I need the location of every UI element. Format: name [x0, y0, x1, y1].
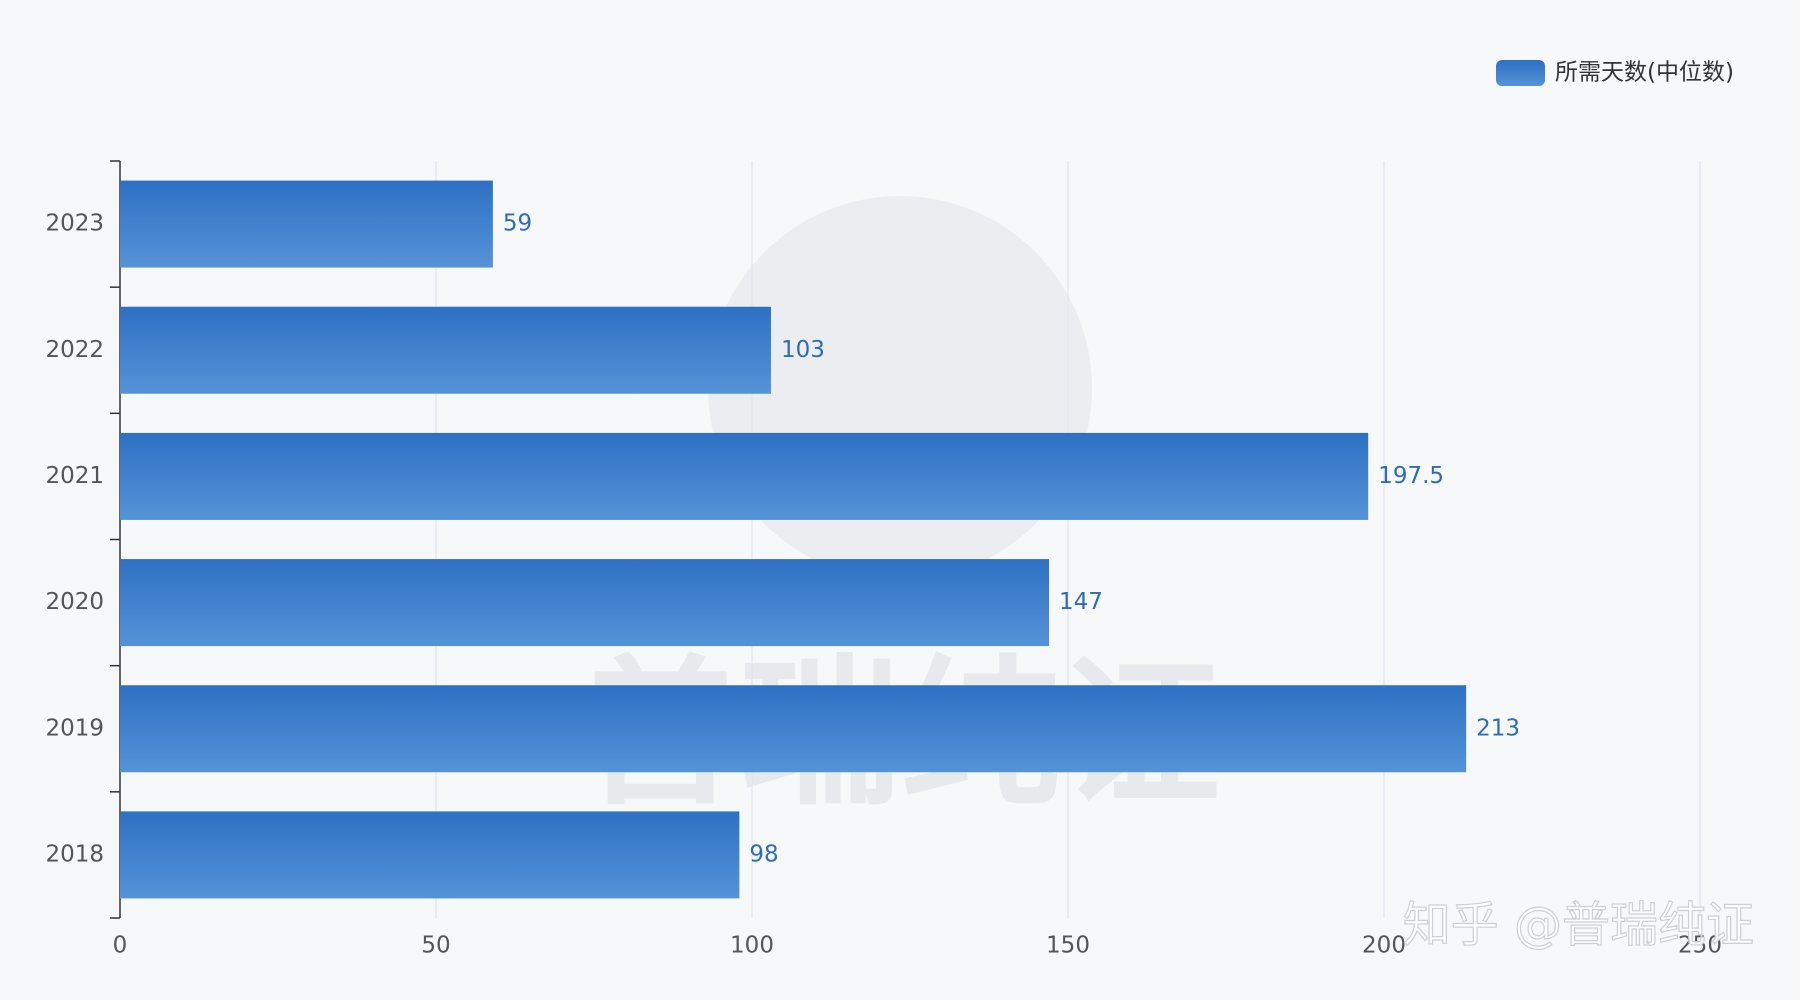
- data-label: 147: [1059, 589, 1103, 615]
- bar: [120, 180, 493, 268]
- y-tick-label: 2022: [45, 337, 104, 363]
- data-label: 197.5: [1378, 463, 1444, 489]
- plot-area: 0 50 100 150 200 250 2023 2022 2021 2020 2019 2018 5…: [45, 60, 1734, 959]
- y-tick-label: 2023: [45, 211, 104, 237]
- x-tick-label: 250: [1678, 933, 1722, 959]
- y-tick-label: 2020: [45, 589, 104, 615]
- bar: [120, 685, 1467, 773]
- x-tick-label: 150: [1046, 933, 1090, 959]
- data-label: 59: [503, 211, 532, 237]
- legend-swatch: [1496, 60, 1545, 86]
- watermark: 知乎 @普瑞纯证: [1403, 897, 1754, 953]
- x-tick-label: 50: [421, 933, 450, 959]
- bar: [120, 306, 771, 394]
- x-tick-label: 0: [113, 933, 128, 959]
- data-label: 213: [1476, 715, 1520, 741]
- bar: [120, 559, 1050, 647]
- y-tick-label: 2018: [45, 841, 104, 867]
- data-label: 103: [781, 337, 825, 363]
- legend-label: 所需天数(中位数): [1555, 60, 1734, 86]
- y-tick-label: 2021: [45, 463, 104, 489]
- x-tick-label: 100: [730, 933, 774, 959]
- bar: [120, 432, 1369, 520]
- bar: [120, 811, 740, 899]
- data-label: 98: [749, 841, 778, 867]
- y-tick-label: 2019: [45, 715, 104, 741]
- x-tick-label: 200: [1362, 933, 1406, 959]
